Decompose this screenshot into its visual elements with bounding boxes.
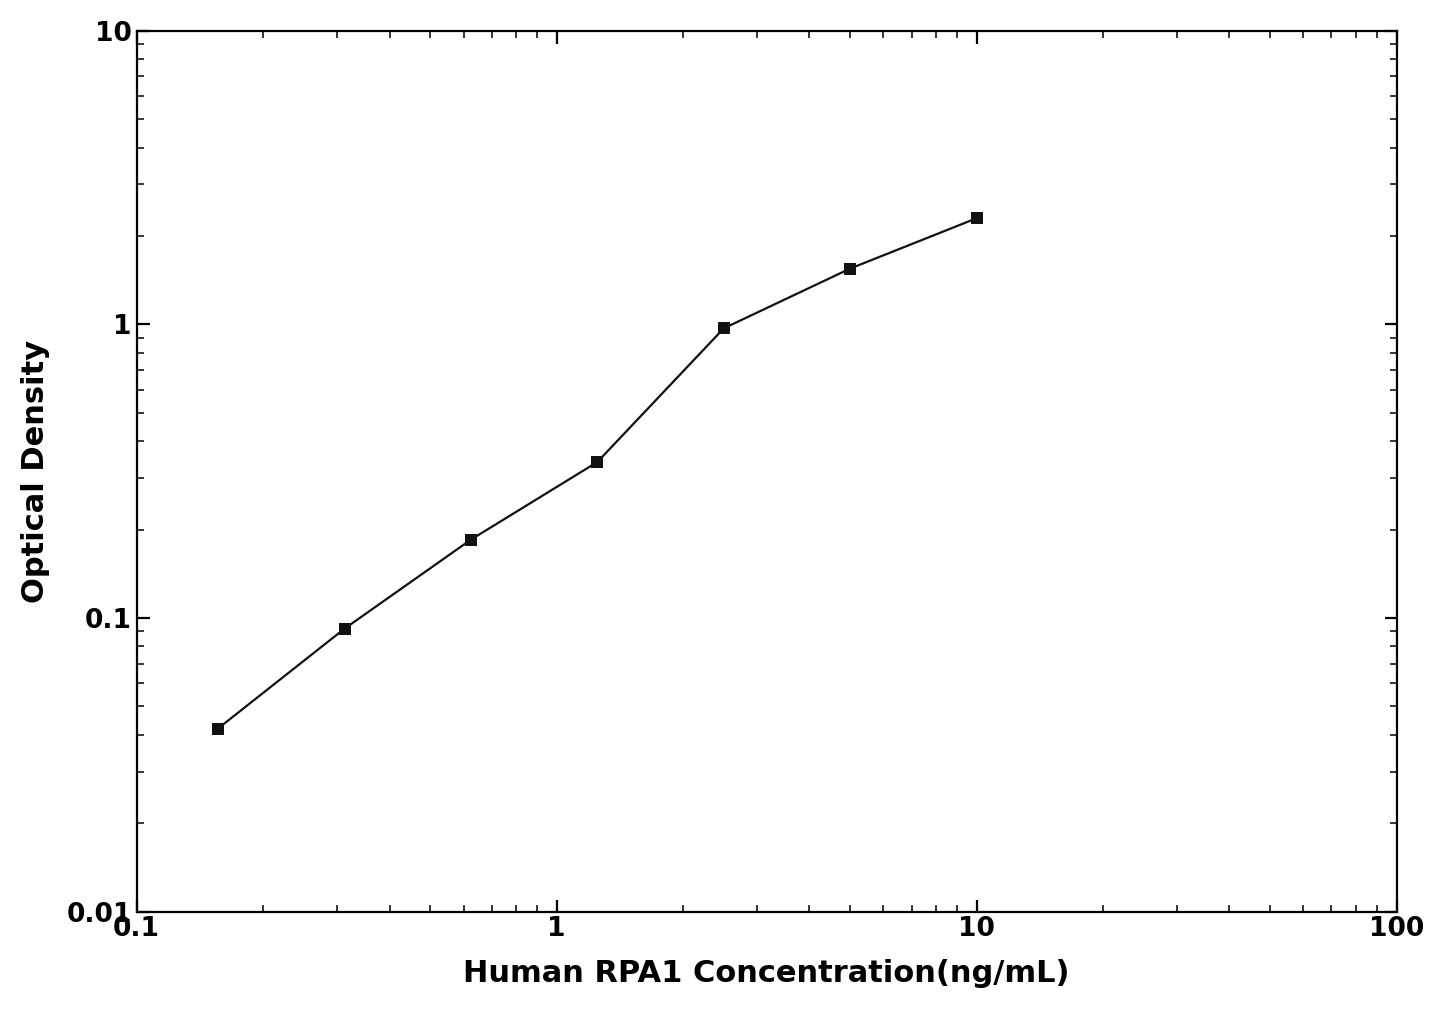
Point [207,720,230,737]
Point [712,320,736,336]
Y-axis label: Optical Density: Optical Density [20,340,49,602]
X-axis label: Human RPA1 Concentration(ng/mL): Human RPA1 Concentration(ng/mL) [464,960,1069,988]
Point [460,532,483,548]
Point [838,260,861,276]
Point [965,210,988,226]
Point [332,621,355,637]
Point [585,454,608,470]
